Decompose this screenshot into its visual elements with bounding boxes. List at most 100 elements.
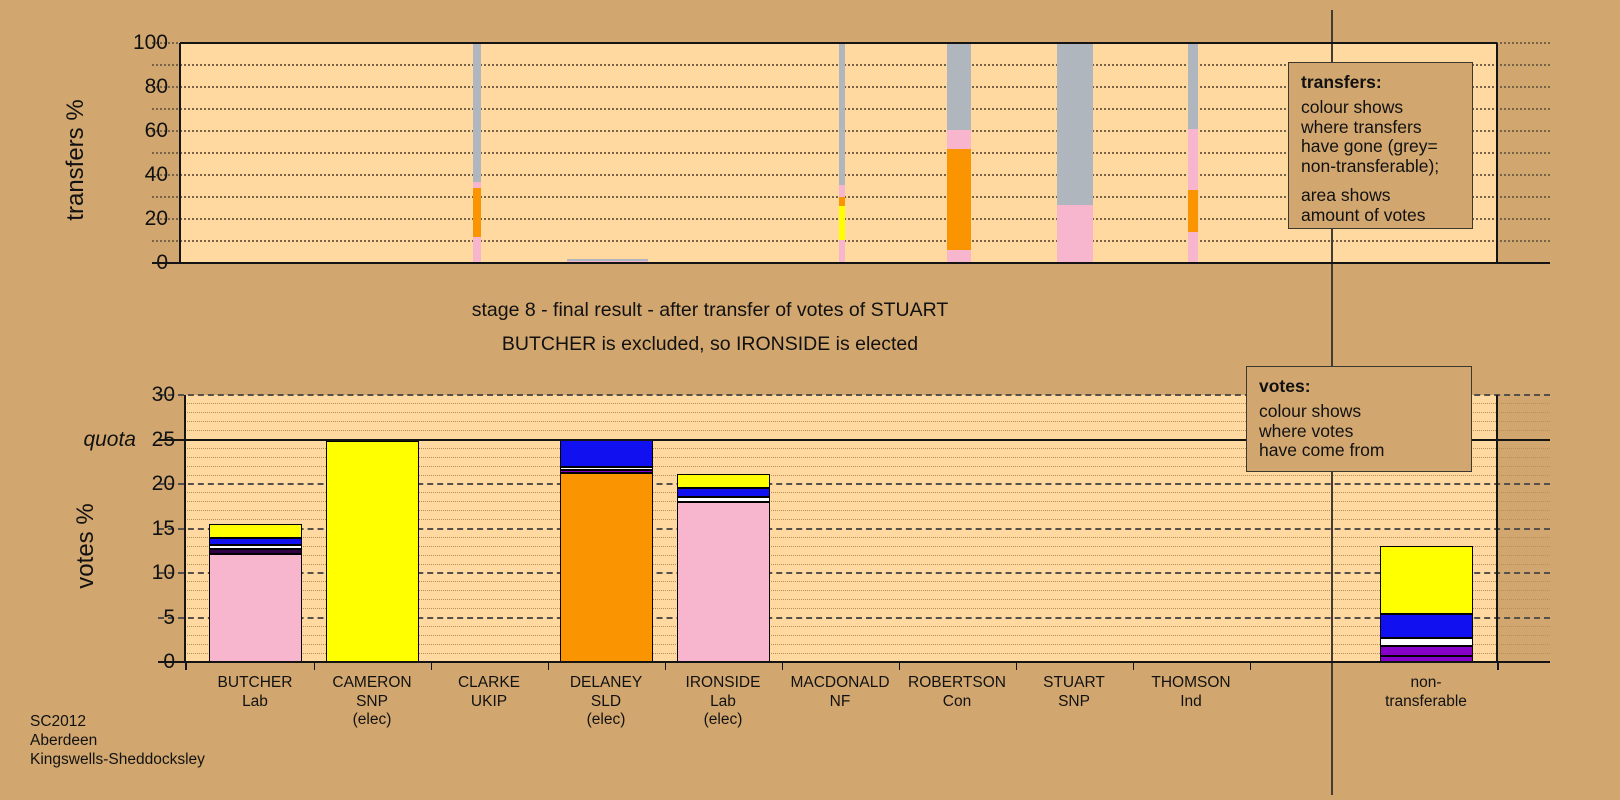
x-label-line: CLARKE <box>457 674 521 691</box>
votes-minor-gridline <box>185 421 1550 423</box>
votes-y-axis-label: votes % <box>72 503 99 589</box>
x-label-line: (elec) <box>586 711 626 728</box>
x-category-label-butcher: BUTCHER Lab <box>170 674 340 711</box>
footer-ward: Kingswells-Sheddocksley <box>30 751 205 768</box>
votes-minor-gridline <box>185 554 1550 556</box>
transfers-bar-segment-macdonald <box>839 43 845 185</box>
x-label-line: MACDONALD <box>790 674 890 691</box>
transfers-bar-segment-robertson <box>947 148 971 250</box>
transfers-gridline <box>152 130 1550 132</box>
transfers-bar-segment-clarke <box>473 43 481 182</box>
votes-category-tick <box>1015 662 1017 670</box>
transfers-bar-segment-robertson <box>947 249 971 263</box>
x-label-line: SLD <box>590 692 622 710</box>
votes-bar-segment-delaney <box>559 469 653 474</box>
votes-minor-gridline <box>185 403 1550 405</box>
transfers-bar-segment-thomson <box>1188 190 1198 233</box>
votes-bar-segment-non-transferable <box>1379 546 1473 614</box>
transfers-bar-segment-thomson <box>1188 43 1198 129</box>
x-category-label-non-: non-transferable <box>1341 674 1511 711</box>
votes-minor-gridline <box>185 545 1550 547</box>
transfers-legend: transfers: colour shows where transfers … <box>1288 62 1473 229</box>
x-label-line: SNP <box>1058 692 1090 710</box>
votes-minor-gridline <box>185 519 1550 521</box>
transfers-y-tick-label: 60 <box>144 119 168 142</box>
votes-gridline <box>158 394 1550 396</box>
votes-minor-gridline <box>185 581 1550 583</box>
transfers-bar-segment-macdonald <box>839 205 845 240</box>
transfers-plot-border-top <box>180 42 1497 44</box>
transfers-legend-line: non-transferable); <box>1301 155 1440 176</box>
transfers-gridline <box>152 240 1550 242</box>
transfers-bar-segment-stuart <box>1057 204 1093 263</box>
footer-election-id: SC2012 <box>30 713 87 730</box>
votes-gridline <box>158 527 1550 530</box>
votes-bar-segment-butcher <box>208 554 302 662</box>
stage-title: stage 8 - final result - after transfer … <box>471 299 949 321</box>
votes-bar-segment-ironside <box>676 497 770 502</box>
transfers-legend-line: have gone (grey= <box>1301 136 1438 156</box>
votes-bar-segment-ironside <box>676 488 770 498</box>
transfers-bar-segment-clarke <box>473 181 481 189</box>
transfers-bar-segment-robertson <box>947 129 971 149</box>
votes-bar-segment-non-transferable <box>1379 637 1473 646</box>
footer-note: SC2012 Aberdeen Kingswells-Sheddocksley <box>30 712 205 769</box>
votes-minor-gridline <box>185 412 1550 414</box>
votes-bar-segment-butcher <box>208 545 302 549</box>
x-label-line: (elec) <box>352 711 392 728</box>
x-category-label-robertson: ROBERTSON Con <box>872 674 1042 711</box>
transfers-bar-segment-stuart <box>1057 43 1093 205</box>
transfers-bar-segment-macdonald <box>839 239 845 263</box>
transfers-bar-segment-thomson <box>1188 232 1198 263</box>
votes-minor-gridline <box>185 536 1550 538</box>
votes-x-axis <box>158 661 1550 663</box>
votes-bar-segment-butcher <box>208 524 302 539</box>
x-label-line: IRONSIDE <box>685 674 761 691</box>
transfers-legend-line: colour shows <box>1301 97 1404 117</box>
votes-category-tick <box>430 662 432 670</box>
votes-y-tick-label: 5 <box>163 605 175 629</box>
transfers-bar-segment-thomson <box>1188 128 1198 191</box>
votes-minor-gridline <box>185 590 1550 592</box>
x-label-line: Lab <box>710 692 736 710</box>
x-category-label-clarke: CLARKE UKIP <box>404 674 574 711</box>
transfers-bar-segment-macdonald <box>839 197 845 206</box>
x-label-line: Ind <box>1180 692 1202 710</box>
transfers-y-tick-label: 80 <box>144 75 168 98</box>
quota-line <box>158 438 1550 441</box>
x-label-line: BUTCHER <box>217 674 293 691</box>
votes-minor-gridline <box>185 608 1550 610</box>
x-label-line: NF <box>829 692 851 710</box>
votes-plot-border-right <box>1496 395 1498 662</box>
votes-bar-segment-non-transferable <box>1379 645 1473 656</box>
transfers-legend-line: where transfers <box>1301 116 1422 137</box>
votes-legend-title: votes: <box>1259 376 1311 396</box>
transfers-y-tick-label: 20 <box>144 207 168 230</box>
votes-minor-gridline <box>185 634 1550 636</box>
transfers-legend-title: transfers: <box>1301 72 1382 92</box>
votes-category-tick <box>547 662 549 670</box>
x-category-label-thomson: THOMSON Ind <box>1106 674 1276 711</box>
transfers-plot-border-left <box>179 43 181 263</box>
x-label-line: Lab <box>242 692 268 710</box>
votes-category-tick <box>898 662 900 670</box>
x-label-line: ROBERTSON <box>908 674 1006 691</box>
votes-minor-gridline <box>185 430 1550 432</box>
transfers-bar-segment-clarke <box>473 236 481 263</box>
votes-legend: votes: colour shows where votes have com… <box>1246 366 1472 472</box>
votes-bar-segment-delaney <box>559 473 653 662</box>
votes-bar-segment-ironside <box>676 501 770 662</box>
votes-minor-gridline <box>185 474 1550 476</box>
votes-minor-gridline <box>185 625 1550 627</box>
votes-minor-gridline <box>185 652 1550 654</box>
transfers-plot-border-right <box>1496 43 1498 263</box>
votes-category-tick <box>313 662 315 670</box>
votes-bar-segment-ironside <box>676 474 770 489</box>
votes-bar-segment-butcher <box>208 538 302 546</box>
votes-y-tick-label: 20 <box>151 472 175 495</box>
transfers-y-tick-label: 40 <box>144 163 168 186</box>
transfers-gridline <box>152 196 1550 198</box>
votes-minor-gridline <box>185 447 1550 449</box>
votes-gridline <box>158 572 1550 574</box>
transfers-gridline <box>152 108 1550 110</box>
